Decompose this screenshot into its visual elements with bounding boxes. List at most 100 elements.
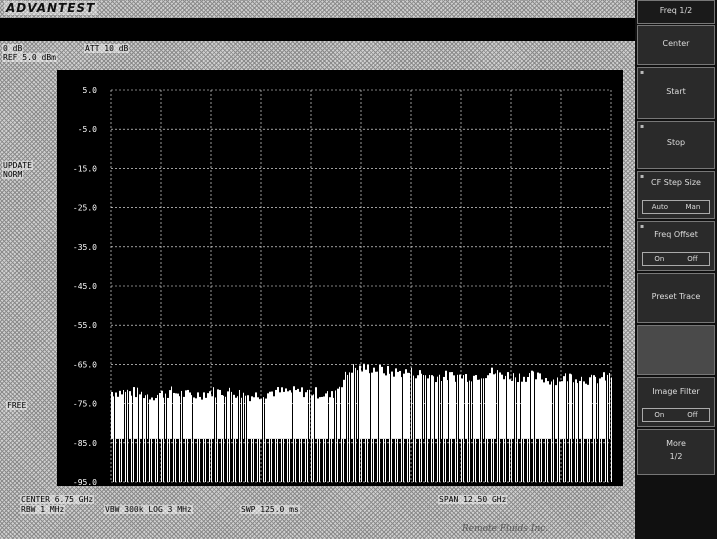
trace-bar: [435, 382, 437, 439]
trace-bar: [153, 400, 155, 439]
trace-bar: [521, 381, 523, 439]
trace-bar-lower: [427, 438, 428, 482]
trace-bar: [501, 374, 503, 439]
trace-bar-lower: [235, 438, 236, 482]
trace-bar-lower: [421, 438, 422, 482]
trace-bar: [325, 393, 327, 439]
trace-bar: [113, 396, 114, 439]
trace-bar: [293, 386, 295, 439]
trace-bar: [209, 391, 211, 439]
trace-bar-lower: [209, 438, 210, 482]
attenuation-readout: ATT 10 dB: [84, 44, 130, 53]
trace-bar: [423, 375, 424, 439]
trace-bar: [417, 375, 419, 439]
trace-bar-lower: [491, 438, 492, 482]
trace-bar-lower: [595, 438, 596, 482]
trace-bar-lower: [583, 438, 584, 482]
trace-bar-lower: [245, 438, 246, 482]
trace-bar-lower: [155, 438, 156, 482]
trace-bar-lower: [401, 438, 402, 482]
y-axis-ticks: 5.0 -5.0 -15.0 -25.0 -35.0 -45.0 -55.0 -65.0 -75…: [73, 86, 97, 487]
trace-bar: [609, 373, 610, 439]
image-filter-softkey[interactable]: Image Filter On Off: [637, 377, 715, 427]
trace-bar: [579, 380, 581, 439]
trace-bar: [311, 395, 313, 439]
trace-bar-lower: [247, 438, 248, 482]
trace-bar: [363, 363, 365, 439]
y-tick-label: -5.0: [78, 125, 97, 134]
trace-bar-lower: [425, 438, 426, 482]
trace-bar: [459, 374, 461, 439]
trace-bar: [331, 391, 333, 439]
trace-bar-lower: [511, 438, 512, 482]
trace-bar-lower: [487, 438, 488, 482]
settings-panel: 0 dB ATT 10 dB REF 5.0 dBm: [0, 41, 635, 65]
trace-bar: [381, 366, 383, 439]
center-softkey[interactable]: Center: [637, 25, 715, 65]
trace-bar: [513, 373, 514, 439]
preset-trace-softkey[interactable]: Preset Trace: [637, 273, 715, 323]
trace-bar: [569, 373, 571, 439]
empty-softkey: [637, 325, 715, 375]
trace-bar: [403, 373, 405, 439]
cf-step-auto-option: Auto: [651, 203, 668, 211]
image-filter-toggle[interactable]: On Off: [642, 408, 710, 422]
trace-bar-lower: [385, 438, 386, 482]
trace-bar: [449, 372, 451, 439]
trace-bar-lower: [221, 438, 222, 482]
trace-bar: [419, 370, 421, 439]
trace-bar-lower: [337, 438, 338, 482]
trace-bar: [123, 389, 124, 439]
cf-step-toggle[interactable]: Auto Man: [642, 200, 710, 214]
trace-bar-lower: [115, 438, 116, 482]
trace-bar: [413, 375, 414, 439]
more-softkey[interactable]: More 1/2: [637, 429, 715, 475]
trace-bar-lower: [161, 438, 162, 482]
trace-bar-lower: [403, 438, 404, 482]
trace-bar: [161, 390, 163, 439]
trace-bar-lower: [433, 438, 434, 482]
trace-bar: [573, 382, 574, 439]
trace-bar: [155, 398, 157, 439]
trace-bar: [207, 393, 209, 439]
trace-bar-lower: [157, 438, 158, 482]
trace-bar: [287, 391, 289, 439]
y-tick-label: -15.0: [73, 164, 97, 173]
trace-bar: [163, 397, 164, 439]
trace-bar: [517, 382, 519, 439]
message-band: [0, 18, 635, 41]
spectrum-display[interactable]: 5.0 -5.0 -15.0 -25.0 -35.0 -45.0 -55.0 -65.0 -75…: [57, 70, 623, 487]
trace-bar: [197, 392, 199, 439]
trace-bar-lower: [353, 438, 354, 482]
vbw-readout: VBW 300k LOG 3 MHz: [104, 505, 193, 514]
trace-bar: [349, 372, 350, 439]
trace-bar-lower: [443, 438, 444, 482]
trace-bar: [291, 392, 292, 439]
trace-bar: [261, 398, 262, 439]
trace-bar: [371, 372, 373, 439]
trace-bar: [193, 397, 195, 439]
trace-bar-lower: [367, 438, 368, 482]
menu-page-label: Freq 1/2: [659, 6, 693, 15]
trace-bar-lower: [577, 438, 578, 482]
trace-bar-lower: [301, 438, 302, 482]
trace-bar-lower: [497, 438, 498, 482]
start-softkey[interactable]: ▪ Start: [637, 67, 715, 119]
trace-bar: [159, 392, 161, 439]
trace-bar: [455, 381, 456, 439]
trace-bar: [327, 391, 328, 439]
trace-bar-lower: [127, 438, 128, 482]
trace-bar: [277, 387, 279, 439]
trace-bar-lower: [593, 438, 594, 482]
trace-bar: [531, 370, 533, 439]
trace-bar-lower: [319, 438, 320, 482]
trace-bar-lower: [533, 438, 534, 482]
freq-offset-toggle[interactable]: On Off: [642, 252, 710, 266]
offset-readout: 0 dB: [2, 44, 24, 53]
stop-softkey[interactable]: ▪ Stop: [637, 121, 715, 169]
cf-step-softkey[interactable]: ▪ CF Step Size Auto Man: [637, 171, 715, 219]
trace-bar: [507, 372, 509, 439]
freq-offset-softkey[interactable]: ▪ Freq Offset On Off: [637, 221, 715, 271]
trace-bar: [187, 389, 189, 439]
trace-bar: [221, 395, 223, 439]
